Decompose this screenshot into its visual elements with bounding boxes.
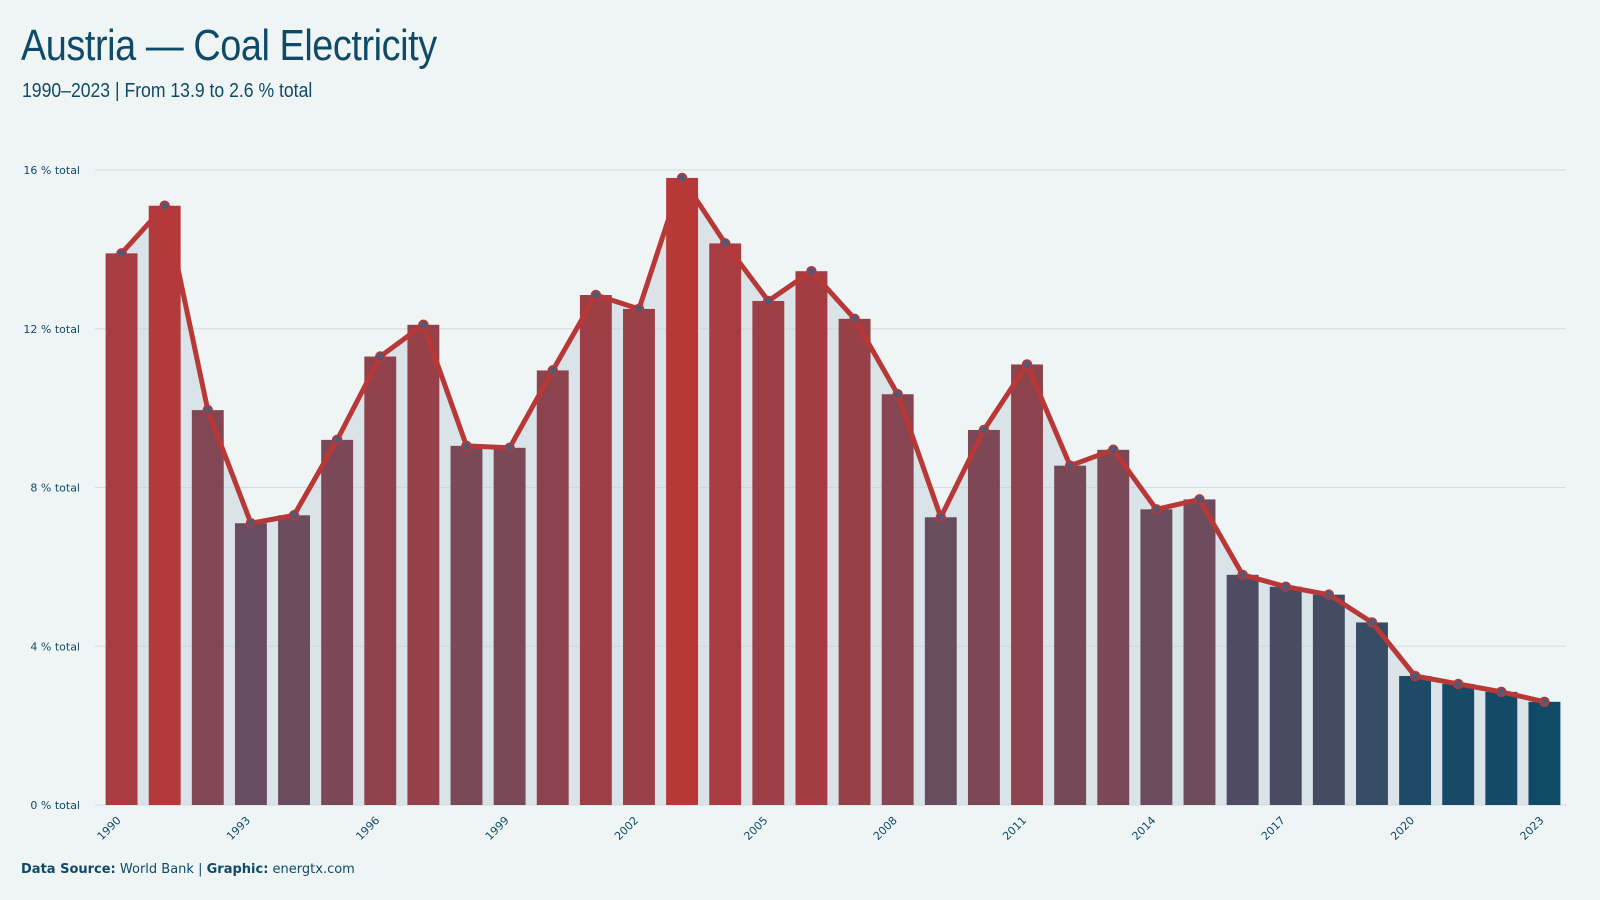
data-point [892, 388, 903, 400]
data-point [1280, 581, 1291, 592]
data-point [418, 319, 429, 331]
y-tick-label: 0 % total [30, 799, 80, 812]
bar [234, 523, 267, 805]
data-point [719, 238, 731, 249]
data-point [590, 289, 602, 301]
x-tick-label: 2023 [1518, 814, 1547, 843]
source-footer: Data Source: World Bank | Graphic: energ… [21, 862, 355, 877]
data-point [935, 512, 947, 523]
bar [1140, 509, 1173, 805]
bar [967, 429, 1000, 805]
data-point [1021, 359, 1033, 370]
data-point [331, 434, 343, 446]
x-tick-label: 1990 [95, 814, 124, 843]
bar [278, 515, 310, 805]
x-tick-label: 1993 [224, 814, 253, 843]
bar [1269, 586, 1302, 805]
x-tick-label: 2011 [1000, 814, 1029, 843]
bar [881, 394, 914, 805]
data-point [159, 200, 170, 211]
x-tick-label: 1999 [483, 814, 512, 843]
bar [1226, 574, 1259, 805]
data-point [1194, 494, 1205, 505]
y-tick-label: 8 % total [30, 482, 80, 495]
bar [1097, 449, 1130, 805]
x-tick-label: 1996 [353, 814, 382, 843]
data-point [202, 404, 214, 416]
bar [1442, 683, 1475, 805]
data-point [676, 172, 688, 184]
bar [407, 324, 440, 805]
coal-electricity-chart: 0 % total 4 % total 8 % total 12 % total 16 … [23, 164, 1566, 843]
bar [752, 300, 785, 805]
bar [1011, 364, 1043, 805]
chart-subtitle: 1990–2023 | From 13.9 to 2.6 % total [22, 80, 313, 102]
bar [924, 517, 957, 805]
y-tick-label: 4 % total [30, 640, 80, 653]
x-tick-label: 2005 [741, 814, 770, 843]
bar [795, 271, 828, 805]
bar [1528, 701, 1561, 805]
data-point [288, 510, 300, 521]
x-tick-label: 2014 [1130, 814, 1159, 843]
data-point [1151, 504, 1162, 515]
data-point [245, 517, 257, 529]
source-label: Data Source: [21, 862, 116, 877]
x-tick-label: 2002 [612, 814, 641, 843]
bar [105, 253, 138, 805]
bar [1054, 465, 1087, 805]
data-point [1108, 444, 1119, 456]
data-point [1323, 589, 1335, 600]
bar [709, 243, 742, 805]
y-tick-label: 16 % total [23, 164, 80, 177]
bar [666, 177, 699, 805]
y-tick-label: 12 % total [23, 323, 80, 336]
data-point [375, 351, 386, 362]
bar [1312, 594, 1345, 805]
bar [623, 308, 655, 805]
chart-title: Austria — Coal Electricity [21, 21, 437, 70]
graphic-label: Graphic: [206, 862, 269, 877]
data-point [1237, 569, 1248, 581]
bar [321, 439, 354, 805]
graphic-value: energtx.com [272, 862, 355, 877]
bar [364, 356, 397, 805]
data-point [978, 424, 990, 436]
data-point [849, 313, 860, 325]
x-tick-label: 2017 [1259, 814, 1288, 843]
bar [536, 370, 569, 805]
bar [493, 447, 526, 805]
data-point [1539, 696, 1550, 708]
footer-separator: | [198, 862, 203, 877]
data-point [1409, 670, 1421, 682]
bar [1485, 691, 1518, 805]
bar [148, 205, 181, 805]
bar [838, 318, 871, 805]
data-point [1064, 460, 1076, 471]
series-line [119, 175, 1547, 705]
x-tick-label: 2020 [1388, 814, 1417, 843]
data-point [1452, 678, 1464, 690]
data-point [461, 440, 472, 452]
bar [579, 295, 612, 805]
data-point [116, 248, 127, 259]
data-point [1496, 686, 1507, 698]
bar [191, 410, 224, 805]
data-point [1366, 617, 1378, 628]
data-point [504, 442, 515, 454]
bar [1399, 676, 1432, 805]
bar [450, 445, 483, 805]
data-point [633, 303, 645, 315]
data-point [763, 295, 774, 307]
data-point [547, 365, 558, 376]
source-value: World Bank [119, 862, 194, 877]
data-point [806, 265, 817, 277]
bar [1183, 499, 1216, 805]
bar [1356, 622, 1388, 805]
x-tick-label: 2008 [871, 814, 900, 843]
